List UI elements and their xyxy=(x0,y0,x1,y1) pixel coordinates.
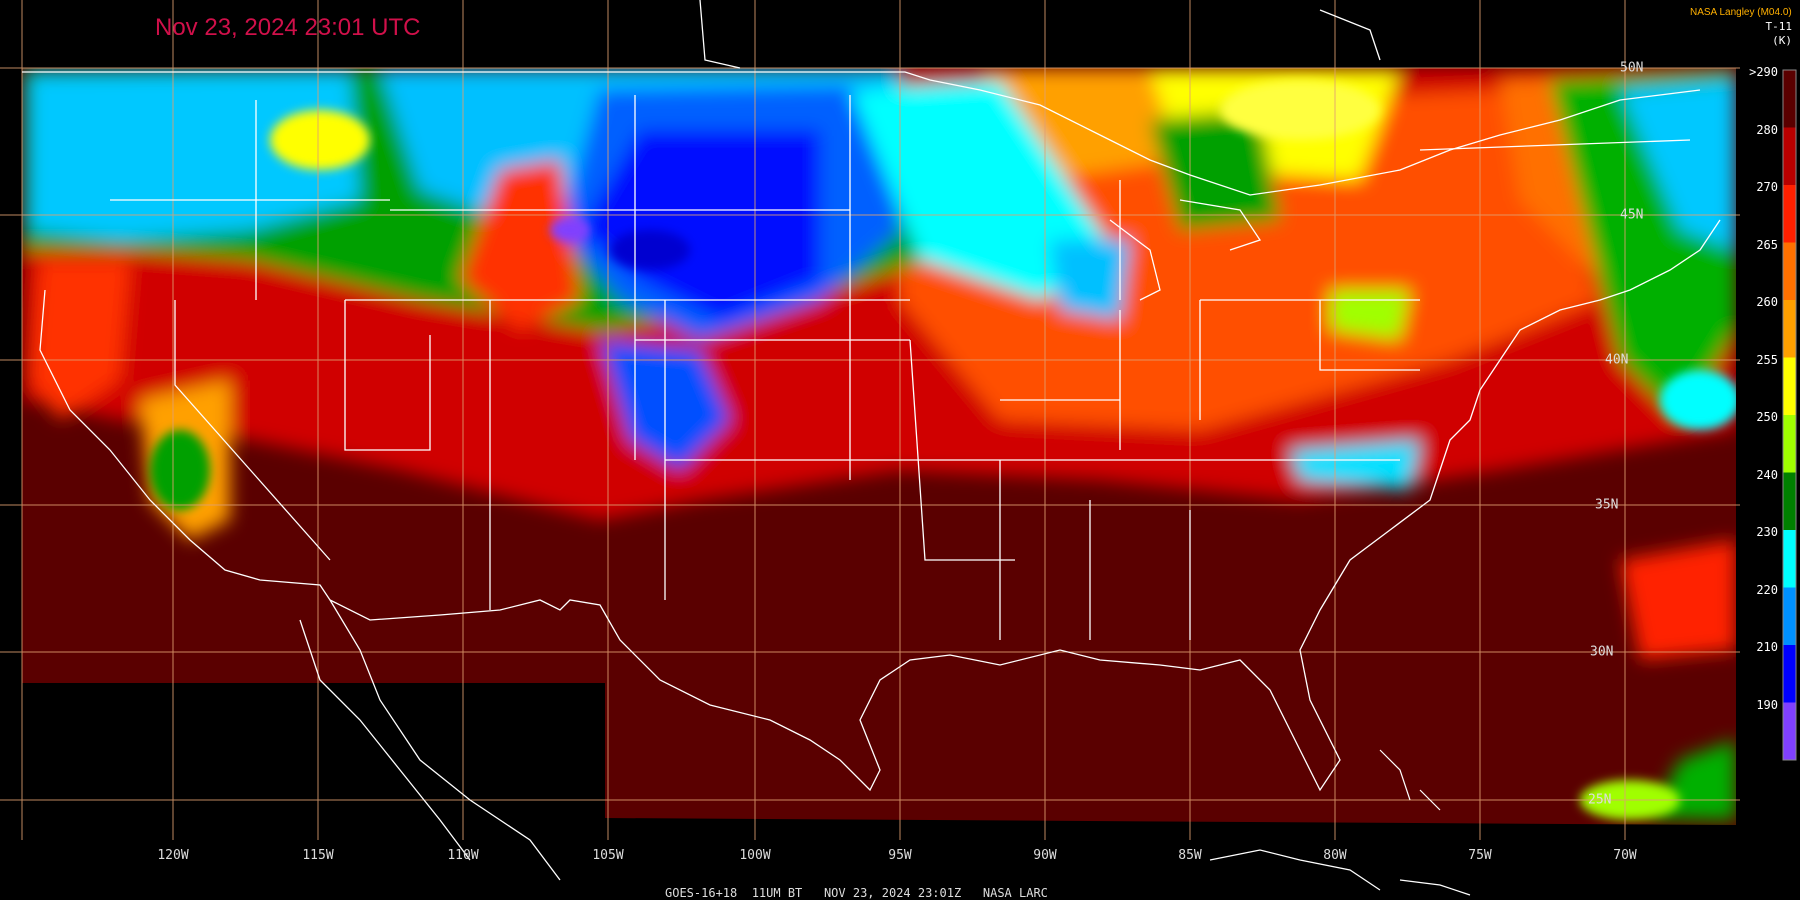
colorbar-tick-label: 220 xyxy=(1756,582,1778,597)
colorbar-segment xyxy=(1783,530,1796,588)
colorbar-segment xyxy=(1783,702,1796,761)
longitude-label: 80W xyxy=(1323,848,1347,863)
colorbar-tick-label: 210 xyxy=(1756,640,1778,654)
latitude-label: 35N xyxy=(1595,497,1619,513)
longitude-label: 90W xyxy=(1033,848,1057,863)
footer-caption: GOES-16+18 11UM BT NOV 23, 2024 23:01Z N… xyxy=(665,886,1048,900)
cloud-top-field xyxy=(22,68,1736,820)
colorbar-segment xyxy=(1783,357,1796,416)
latitude-label: 45N xyxy=(1620,207,1644,223)
longitude-label: 120W xyxy=(157,848,189,863)
caribbean-islands xyxy=(1209,749,1471,896)
colorbar-tick-label: 250 xyxy=(1756,410,1778,424)
colorbar-segment xyxy=(1783,70,1796,128)
colorbar-tick-label: 280 xyxy=(1756,122,1778,137)
latitude-label: 40N xyxy=(1605,352,1629,368)
longitude-label: 85W xyxy=(1178,848,1202,863)
longitude-label: 110W xyxy=(447,848,479,863)
latitude-label: 25N xyxy=(1588,792,1612,808)
longitude-label: 95W xyxy=(888,848,912,863)
colorbar-tick-label: 265 xyxy=(1756,237,1778,252)
political-boundaries xyxy=(22,0,1721,881)
image-timestamp: Nov 23, 2024 23:01 UTC xyxy=(155,14,421,41)
colorbar-segment xyxy=(1783,415,1796,473)
temperature-colorbar xyxy=(1782,69,1797,761)
colorbar-tick-label: 270 xyxy=(1756,180,1778,194)
lat-lon-graticule xyxy=(0,0,1740,840)
longitude-label: 105W xyxy=(592,848,624,863)
longitude-label: 100W xyxy=(739,848,771,863)
colorbar-title: T-11 xyxy=(1765,20,1793,33)
longitude-label: 115W xyxy=(302,848,334,863)
colorbar-tick-label: 260 xyxy=(1756,295,1778,309)
colorbar-tick-label: 230 xyxy=(1756,525,1778,539)
latitude-label: 50N xyxy=(1620,60,1644,76)
longitude-label: 70W xyxy=(1613,848,1637,863)
colorbar-segment xyxy=(1783,472,1796,531)
colorbar-segment xyxy=(1783,242,1796,301)
colorbar-tick-label: 255 xyxy=(1756,352,1778,367)
latitude-label: 30N xyxy=(1590,644,1614,660)
colorbar-frame xyxy=(1782,69,1797,761)
producer-credit: NASA Langley (M04.0) xyxy=(1690,7,1792,18)
colorbar-segment xyxy=(1783,185,1796,243)
colorbar-segment xyxy=(1783,127,1796,186)
colorbar-tick-label: 240 xyxy=(1756,467,1778,482)
colorbar-segment xyxy=(1783,300,1796,358)
colorbar-segment xyxy=(1783,587,1796,646)
colorbar-tick-label: >290 xyxy=(1749,65,1778,79)
colorbar-tick-label: 190 xyxy=(1756,697,1778,712)
colorbar-unit: (K) xyxy=(1772,34,1792,47)
colorbar-segment xyxy=(1783,645,1796,703)
longitude-label: 75W xyxy=(1468,848,1492,863)
